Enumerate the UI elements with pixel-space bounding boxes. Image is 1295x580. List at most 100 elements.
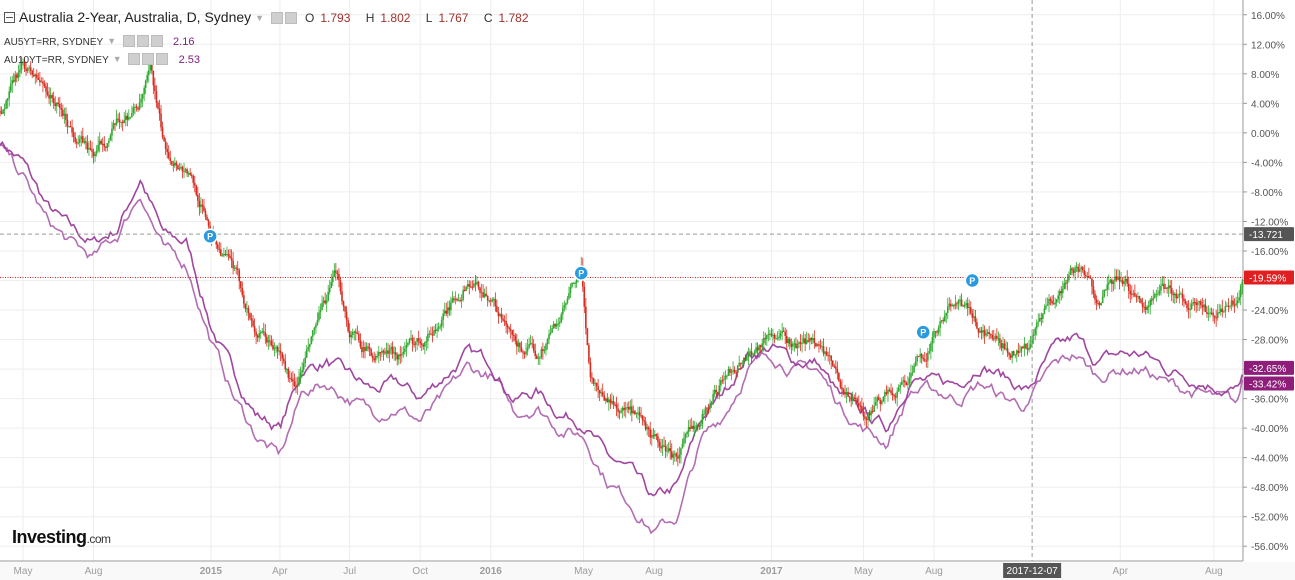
candle-body: [147, 70, 150, 76]
chevron-down-icon[interactable]: ▼: [107, 35, 117, 46]
candle-body: [746, 357, 748, 361]
candle-body: [528, 344, 530, 348]
candle-body: [506, 325, 509, 328]
candle-body: [716, 392, 719, 395]
candle-body: [1173, 293, 1176, 296]
candle-body: [782, 330, 785, 332]
candle-body: [512, 334, 515, 336]
candle-body: [962, 305, 964, 307]
visibility-icon[interactable]: [128, 52, 141, 65]
event-pin[interactable]: [915, 324, 931, 340]
candle-body: [871, 410, 874, 412]
candle-body: [741, 362, 744, 364]
candle-body: [562, 307, 564, 315]
candle-body: [489, 300, 492, 302]
candle-body: [83, 141, 86, 143]
candle-body: [904, 380, 906, 383]
candle-body: [1232, 300, 1234, 305]
candle-body: [1020, 346, 1023, 352]
settings-icon[interactable]: [270, 11, 283, 24]
candle-body: [420, 343, 423, 345]
candle-body: [279, 350, 282, 353]
candle-body: [324, 300, 326, 304]
candle-body: [149, 64, 152, 71]
candle-body: [931, 336, 934, 344]
candle-body: [643, 420, 645, 422]
candle-body: [1029, 344, 1032, 348]
close-icon[interactable]: [150, 34, 163, 47]
candle-body: [198, 200, 201, 208]
candle-body: [89, 148, 92, 150]
candle-body: [1026, 348, 1029, 350]
candle-body: [813, 338, 816, 344]
candle-body: [480, 292, 483, 294]
candle-body: [957, 300, 960, 304]
candle-body: [744, 357, 747, 361]
candle-body: [1224, 306, 1227, 312]
candle-body: [1161, 283, 1164, 286]
candle-body: [735, 372, 737, 374]
candle-body: [1009, 355, 1012, 358]
event-pin[interactable]: [573, 265, 589, 281]
x-axis-band: [0, 562, 1295, 580]
candle-body: [1058, 291, 1061, 296]
compare-line-2: [0, 144, 1243, 535]
candle-body: [476, 281, 478, 284]
candle-body: [1085, 275, 1087, 277]
candle-body: [693, 426, 696, 429]
candle-body: [555, 323, 558, 327]
candle-body: [126, 115, 129, 120]
candle-body: [108, 140, 110, 144]
candle-body: [542, 349, 544, 351]
candle-body: [792, 343, 794, 347]
event-pin[interactable]: [202, 228, 218, 244]
event-pin[interactable]: [964, 272, 981, 289]
candle-body: [523, 352, 526, 355]
candle-body: [560, 314, 563, 322]
settings-icon[interactable]: [136, 34, 149, 47]
candle-body: [229, 255, 231, 259]
candle-body: [839, 381, 842, 388]
candle-body: [146, 75, 149, 81]
candle-body: [402, 352, 405, 355]
candle-body: [738, 363, 741, 366]
settings-icon[interactable]: [142, 52, 155, 65]
chevron-down-icon[interactable]: ▼: [255, 12, 265, 23]
candle-body: [193, 182, 196, 186]
candle-body: [304, 357, 306, 364]
candle-body: [318, 312, 320, 321]
visibility-icon[interactable]: [122, 34, 135, 47]
candle-body: [896, 391, 898, 398]
candle-body: [465, 286, 468, 291]
candle-body: [519, 342, 521, 348]
candle-body: [62, 109, 64, 116]
collapse-icon[interactable]: [4, 12, 15, 24]
candle-body: [868, 412, 871, 416]
y-tick-label: -36.00%: [1251, 395, 1288, 406]
event-pins[interactable]: P P P P: [202, 228, 981, 340]
y-tick-label: -44.00%: [1251, 454, 1288, 465]
y-tick-label: -28.00%: [1251, 336, 1288, 347]
candle-body: [9, 84, 12, 92]
candle-body: [749, 351, 751, 353]
candle-body: [443, 310, 446, 314]
candle-body: [638, 412, 641, 416]
candle-body: [802, 338, 805, 344]
candle-body: [258, 333, 260, 338]
candle-body: [48, 94, 50, 99]
chevron-down-icon[interactable]: ▼: [112, 53, 122, 64]
y-tick-label: -48.00%: [1251, 483, 1288, 494]
gear-icon[interactable]: [284, 11, 297, 24]
candle-body: [1147, 306, 1150, 308]
candle-body: [1203, 304, 1205, 308]
candle-body: [884, 392, 886, 397]
candle-body: [249, 313, 251, 319]
candle-body: [494, 299, 497, 307]
close-icon[interactable]: [156, 52, 169, 65]
candle-body: [520, 347, 523, 352]
candle-body: [1227, 305, 1230, 307]
candle-body: [511, 330, 514, 335]
candle-body: [394, 352, 397, 355]
candle-body: [239, 281, 242, 288]
